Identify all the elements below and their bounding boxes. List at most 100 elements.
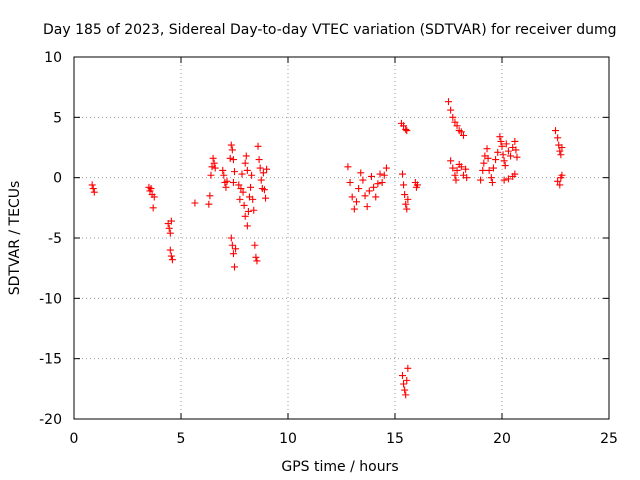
data-point bbox=[228, 146, 236, 154]
data-point bbox=[413, 181, 421, 189]
x-tick-label: 5 bbox=[177, 431, 186, 447]
data-point bbox=[191, 199, 199, 207]
data-point bbox=[253, 257, 261, 265]
data-point bbox=[210, 159, 218, 167]
data-point bbox=[255, 156, 263, 164]
x-tick-label: 10 bbox=[279, 431, 297, 447]
data-point bbox=[556, 147, 564, 155]
data-point bbox=[260, 186, 268, 194]
data-point bbox=[363, 203, 371, 211]
data-point bbox=[236, 195, 244, 203]
data-point bbox=[499, 151, 507, 159]
data-point bbox=[479, 166, 487, 174]
data-point bbox=[211, 164, 219, 172]
data-point bbox=[256, 164, 264, 172]
data-point bbox=[404, 195, 412, 203]
data-point bbox=[229, 156, 237, 164]
data-point bbox=[556, 181, 564, 189]
data-point bbox=[485, 166, 493, 174]
data-point bbox=[243, 166, 251, 174]
x-tick-label: 25 bbox=[600, 431, 618, 447]
data-point bbox=[403, 376, 411, 384]
data-point bbox=[227, 141, 235, 149]
data-point bbox=[239, 188, 247, 196]
y-tick-label: 5 bbox=[53, 110, 62, 126]
data-point bbox=[359, 176, 367, 184]
data-point bbox=[229, 178, 237, 186]
data-point bbox=[401, 191, 409, 199]
data-point bbox=[400, 380, 408, 388]
data-point bbox=[501, 162, 509, 170]
data-point bbox=[507, 152, 515, 160]
data-point bbox=[554, 134, 562, 142]
data-point bbox=[376, 170, 384, 178]
data-point bbox=[402, 391, 410, 399]
data-point bbox=[459, 131, 467, 139]
data-point bbox=[244, 207, 252, 215]
data-point bbox=[488, 178, 496, 186]
data-point bbox=[453, 122, 461, 130]
data-point bbox=[477, 176, 485, 184]
data-point bbox=[445, 98, 452, 106]
y-tick-label: -20 bbox=[39, 412, 62, 428]
data-point bbox=[235, 181, 243, 189]
y-tick-label: 0 bbox=[53, 171, 62, 187]
data-point bbox=[462, 165, 470, 173]
data-point bbox=[487, 174, 495, 182]
data-point bbox=[370, 183, 378, 191]
data-point bbox=[259, 169, 267, 177]
data-point bbox=[480, 159, 488, 167]
data-point bbox=[402, 125, 410, 133]
data-point bbox=[401, 386, 409, 394]
data-point bbox=[150, 193, 158, 201]
data-point bbox=[344, 163, 352, 171]
data-point bbox=[557, 151, 565, 159]
data-point bbox=[403, 127, 411, 135]
data-point bbox=[149, 204, 157, 212]
data-point bbox=[398, 170, 406, 178]
data-point bbox=[240, 201, 248, 209]
data-point bbox=[498, 142, 506, 150]
data-point bbox=[558, 144, 566, 151]
data-point bbox=[241, 159, 249, 167]
data-point bbox=[451, 118, 459, 126]
plot-frame bbox=[73, 56, 610, 420]
data-point bbox=[492, 156, 500, 164]
data-point bbox=[222, 183, 230, 191]
data-point bbox=[167, 252, 175, 260]
data-point bbox=[403, 205, 411, 213]
data-point bbox=[496, 133, 504, 141]
data-point bbox=[220, 171, 228, 179]
data-point bbox=[252, 253, 260, 261]
data-point bbox=[504, 147, 512, 155]
gridlines bbox=[74, 57, 609, 419]
data-point bbox=[447, 106, 455, 114]
data-point bbox=[504, 175, 512, 183]
data-point bbox=[350, 205, 358, 213]
data-point bbox=[365, 187, 373, 195]
data-point bbox=[232, 245, 240, 253]
data-point bbox=[404, 364, 412, 372]
data-point bbox=[512, 146, 520, 154]
data-point bbox=[205, 200, 213, 208]
data-point bbox=[378, 178, 386, 186]
data-point bbox=[167, 217, 175, 225]
data-point bbox=[238, 170, 246, 178]
data-point bbox=[402, 200, 410, 208]
data-point bbox=[449, 164, 457, 172]
data-point bbox=[166, 229, 174, 237]
data-point bbox=[229, 250, 237, 258]
data-point bbox=[243, 222, 251, 230]
data-point bbox=[449, 113, 457, 121]
data-point bbox=[483, 145, 491, 153]
data-point bbox=[90, 188, 98, 196]
data-point bbox=[361, 192, 369, 200]
y-tick-label: -15 bbox=[39, 352, 62, 368]
data-point bbox=[206, 192, 214, 200]
data-point bbox=[208, 163, 216, 171]
data-point bbox=[346, 178, 354, 186]
data-point bbox=[367, 172, 375, 180]
data-point bbox=[500, 157, 508, 165]
data-point bbox=[209, 154, 217, 162]
